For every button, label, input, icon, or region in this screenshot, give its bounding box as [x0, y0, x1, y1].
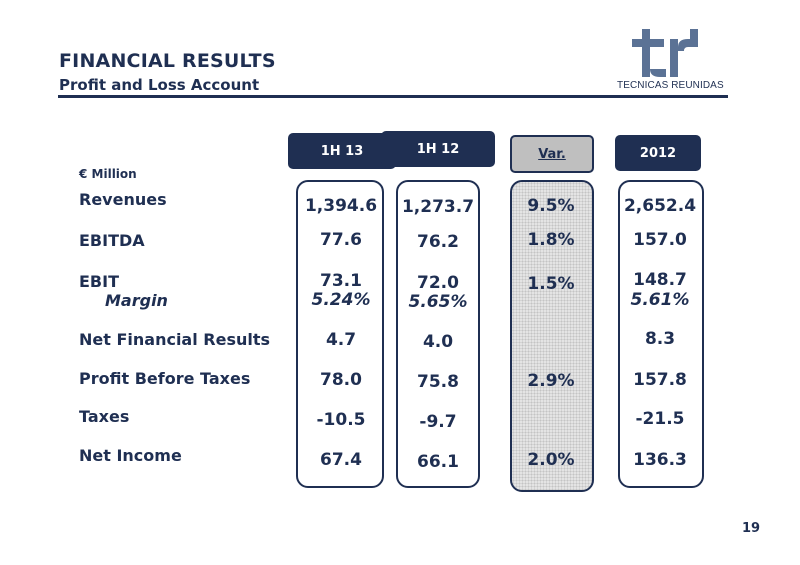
row-label-margin: Margin: [105, 291, 168, 310]
cell-2012-net-income: 136.3: [633, 450, 687, 470]
tecnicas-reunidas-logo: [632, 29, 698, 77]
cell-2012-margin: 5.61%: [630, 290, 690, 310]
page-subtitle: Profit and Loss Account: [59, 76, 260, 94]
cell-1h12-ebit: 72.0: [417, 273, 459, 293]
page-number: 19: [742, 521, 761, 536]
cell-var-revenues: 9.5%: [527, 196, 575, 216]
cell-1h12-net-financial: 4.0: [422, 332, 454, 352]
row-label-revenues: Revenues: [79, 190, 167, 209]
row-label-net-financial-results: Net Financial Results: [79, 330, 271, 349]
row-label-net-income: Net Income: [79, 446, 182, 465]
cell-1h13-taxes: -10.5: [316, 410, 366, 430]
row-label-profit-before-taxes: Profit Before Taxes: [79, 369, 251, 388]
cell-2012-revenues: 2,652.4: [623, 196, 697, 216]
row-label-taxes: Taxes: [79, 407, 130, 426]
title-divider: [58, 95, 728, 98]
column-box-1h12: [396, 180, 480, 488]
row-label-ebit: EBIT: [79, 272, 119, 291]
cell-var-net-income: 2.0%: [527, 450, 575, 470]
cell-1h13-ebit: 73.1: [320, 271, 362, 291]
cell-2012-taxes: -21.5: [635, 409, 685, 429]
cell-1h12-revenues: 1,273.7: [401, 197, 475, 217]
column-box-var: [510, 180, 594, 492]
cell-var-ebitda: 1.8%: [527, 230, 575, 250]
cell-var-pbt: 2.9%: [527, 371, 575, 391]
row-label-ebitda: EBITDA: [79, 231, 145, 250]
cell-2012-ebit: 148.7: [633, 270, 687, 290]
cell-2012-ebitda: 157.0: [633, 230, 687, 250]
cell-1h13-net-financial: 4.7: [325, 330, 357, 350]
column-header-var: Var.: [510, 135, 594, 173]
column-header-2012: 2012: [615, 135, 701, 171]
cell-1h13-revenues: 1,394.6: [304, 196, 378, 216]
logo-wordmark: TECNICAS REUNIDAS: [617, 80, 724, 91]
page-title: FINANCIAL RESULTS: [59, 50, 276, 72]
column-box-2012: [618, 180, 704, 488]
cell-1h12-ebitda: 76.2: [417, 232, 459, 252]
column-header-1h12: 1H 12: [381, 131, 495, 167]
cell-1h13-ebitda: 77.6: [320, 230, 362, 250]
cell-1h13-margin: 5.24%: [311, 290, 371, 310]
cell-var-ebit: 1.5%: [527, 274, 575, 294]
column-header-1h13: 1H 13: [288, 133, 396, 169]
cell-2012-net-financial: 8.3: [644, 329, 676, 349]
cell-1h13-net-income: 67.4: [320, 450, 362, 470]
column-box-1h13: [296, 180, 384, 488]
unit-label: € Million: [79, 167, 137, 181]
cell-1h12-net-income: 66.1: [417, 452, 459, 472]
cell-1h12-pbt: 75.8: [417, 372, 459, 392]
cell-1h13-pbt: 78.0: [320, 370, 362, 390]
cell-1h12-taxes: -9.7: [419, 412, 457, 432]
cell-2012-pbt: 157.8: [633, 370, 687, 390]
cell-1h12-margin: 5.65%: [408, 292, 468, 312]
